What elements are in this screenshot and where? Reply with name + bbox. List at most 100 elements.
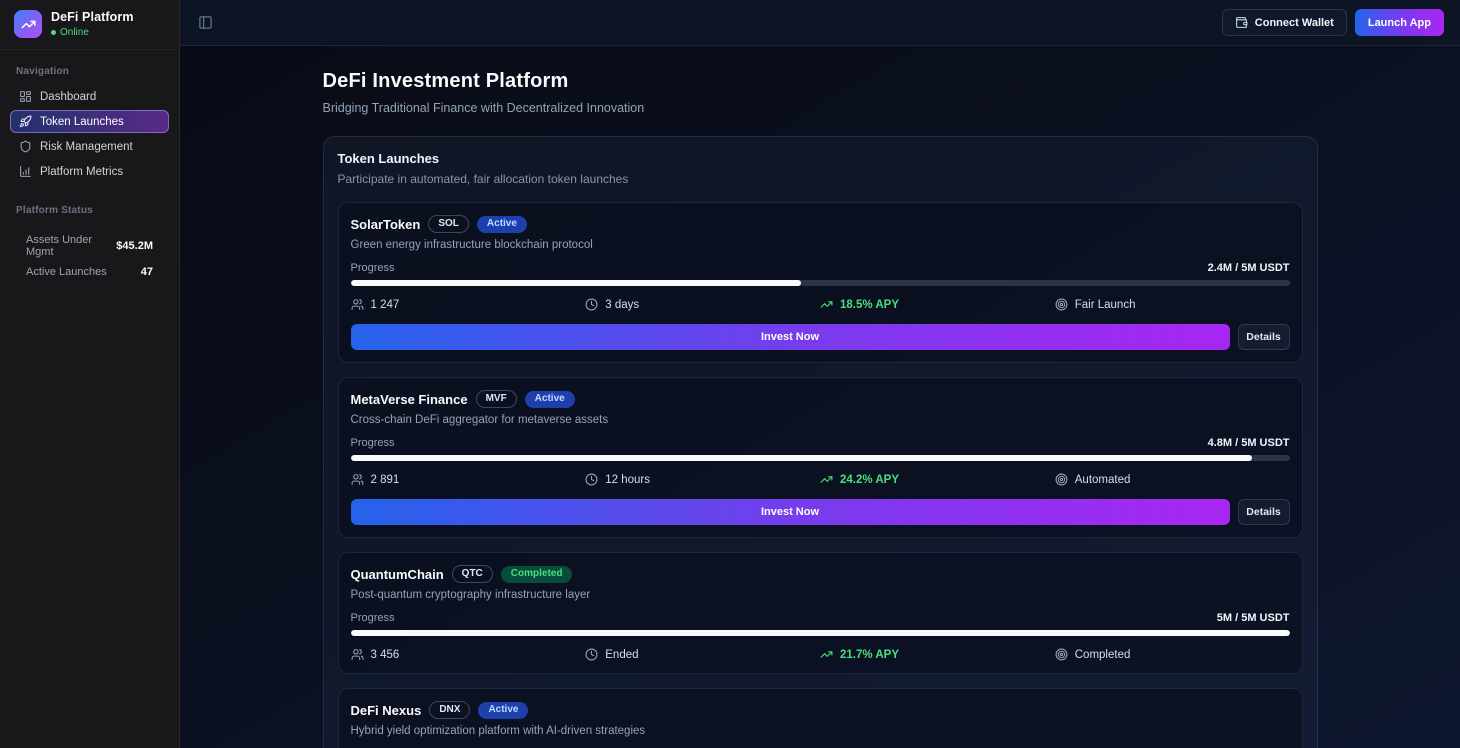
token-name: DeFi Nexus — [350, 702, 422, 718]
stat-label: Assets Under Mgmt — [26, 234, 93, 258]
token-description: Green energy infrastructure blockchain p… — [350, 239, 593, 251]
token-card-metaverse-finance: MetaVerse Finance MVF Active Cross-chain… — [337, 377, 1303, 538]
token-name: MetaVerse Finance — [350, 391, 468, 407]
stat-value: $45.2M — [116, 240, 153, 252]
token-card-quantumchain: QuantumChain QTC Completed Post-quantum … — [337, 552, 1303, 674]
participants-stat: 1 247 — [351, 298, 586, 311]
details-button[interactable]: Details — [1237, 499, 1290, 525]
sidebar-item-label: Dashboard — [40, 90, 97, 103]
invest-now-button[interactable]: Invest Now — [350, 324, 1230, 350]
sidebar-item-risk-management[interactable]: Risk Management — [10, 135, 169, 158]
details-button[interactable]: Details — [1237, 324, 1290, 350]
stat-value: 47 — [140, 266, 153, 278]
sidebar: DeFi Platform Online Navigation Dashboar… — [0, 0, 180, 748]
sidebar-item-platform-metrics[interactable]: Platform Metrics — [10, 160, 169, 183]
participants-stat: 3 456 — [351, 648, 586, 661]
token-description: Hybrid yield optimization platform with … — [350, 725, 646, 737]
online-dot-icon — [51, 30, 56, 35]
ticker-badge: QTC — [451, 565, 493, 583]
sidebar-item-token-launches[interactable]: Token Launches — [10, 110, 169, 133]
sidebar-item-label: Token Launches — [40, 115, 124, 128]
target-icon — [1055, 298, 1068, 311]
ticker-badge: MVF — [475, 390, 517, 408]
progress-bar — [350, 280, 1290, 286]
users-icon — [351, 648, 364, 661]
wallet-icon — [1235, 16, 1248, 29]
progress-fill — [350, 280, 802, 286]
progress-label: Progress — [350, 262, 395, 274]
token-description: Post-quantum cryptography infrastructure… — [350, 589, 591, 601]
status-badge: Active — [476, 215, 527, 233]
launch-type-stat: Automated — [1055, 473, 1290, 486]
progress-label: Progress — [350, 612, 395, 624]
progress-label: Progress — [350, 437, 395, 449]
users-icon — [351, 473, 364, 486]
token-card-solartoken: SolarToken SOL Active Green energy infra… — [337, 202, 1303, 363]
sidebar-item-dashboard[interactable]: Dashboard — [10, 85, 169, 108]
top-bar: Connect Wallet Launch App — [180, 0, 1460, 46]
sidebar-nav: Navigation Dashboard Token Launches Risk… — [0, 50, 179, 189]
panel-left-icon — [198, 15, 213, 30]
bar-chart-icon — [19, 165, 32, 178]
sidebar-platform-status: Platform Status Assets Under Mgmt $45.2M… — [0, 189, 179, 292]
app-title: DeFi Platform — [51, 10, 134, 24]
clock-icon — [585, 473, 598, 486]
connect-wallet-label: Connect Wallet — [1254, 16, 1334, 29]
launch-app-label: Launch App — [1367, 16, 1431, 29]
time-left-stat: 3 days — [585, 298, 820, 311]
online-status: Online — [51, 27, 134, 38]
time-left-stat: 12 hours — [585, 473, 820, 486]
token-description: Cross-chain DeFi aggregator for metavers… — [350, 414, 609, 426]
clock-icon — [585, 648, 598, 661]
app-logo — [14, 10, 42, 38]
shield-icon — [19, 140, 32, 153]
token-launches-panel: Token Launches Participate in automated,… — [322, 136, 1318, 748]
trending-up-icon — [820, 298, 833, 311]
participants-stat: 2 891 — [351, 473, 586, 486]
time-left-stat: Ended — [585, 648, 820, 661]
apy-stat: 18.5% APY — [820, 298, 1055, 311]
progress-value: 2.4M / 5M USDT — [1207, 262, 1290, 274]
progress-fill — [350, 455, 1252, 461]
status-badge: Active — [478, 701, 529, 719]
panel-title: Token Launches — [337, 151, 440, 166]
connect-wallet-button[interactable]: Connect Wallet — [1221, 9, 1347, 36]
target-icon — [1055, 473, 1068, 486]
trending-up-icon — [21, 17, 36, 32]
status-badge: Completed — [500, 565, 573, 583]
status-badge: Active — [524, 390, 575, 408]
status-section-label: Platform Status — [16, 205, 93, 216]
sidebar-item-label: Platform Metrics — [40, 165, 124, 178]
trending-up-icon — [820, 473, 833, 486]
nav-section-label: Navigation — [16, 66, 70, 77]
trending-up-icon — [820, 648, 833, 661]
token-name: SolarToken — [350, 216, 421, 232]
token-name: QuantumChain — [350, 566, 444, 582]
panel-subtitle: Participate in automated, fair allocatio… — [337, 172, 629, 186]
progress-bar — [350, 630, 1290, 636]
stat-row-active-launches: Active Launches 47 — [26, 262, 153, 282]
token-card-defi-nexus: DeFi Nexus DNX Active Hybrid yield optim… — [337, 688, 1303, 748]
ticker-badge: DNX — [429, 701, 471, 719]
launch-type-stat: Completed — [1055, 648, 1290, 661]
main-content: DeFi Investment Platform Bridging Tradit… — [180, 46, 1460, 748]
apy-stat: 24.2% APY — [820, 473, 1055, 486]
stat-row-aum: Assets Under Mgmt $45.2M — [26, 230, 153, 262]
sidebar-header: DeFi Platform Online — [0, 0, 179, 50]
invest-now-button[interactable]: Invest Now — [350, 499, 1230, 525]
target-icon — [1055, 648, 1068, 661]
ticker-badge: SOL — [428, 215, 469, 233]
progress-bar — [350, 455, 1290, 461]
rocket-icon — [19, 115, 32, 128]
stat-label: Active Launches — [26, 266, 107, 278]
launch-type-stat: Fair Launch — [1055, 298, 1290, 311]
apy-stat: 21.7% APY — [820, 648, 1055, 661]
progress-value: 5M / 5M USDT — [1216, 612, 1290, 624]
sidebar-item-label: Risk Management — [40, 140, 133, 153]
progress-value: 4.8M / 5M USDT — [1207, 437, 1290, 449]
dashboard-icon — [19, 90, 32, 103]
launch-app-button[interactable]: Launch App — [1354, 9, 1444, 36]
progress-fill — [350, 630, 1290, 636]
users-icon — [351, 298, 364, 311]
sidebar-toggle-button[interactable] — [196, 13, 215, 32]
